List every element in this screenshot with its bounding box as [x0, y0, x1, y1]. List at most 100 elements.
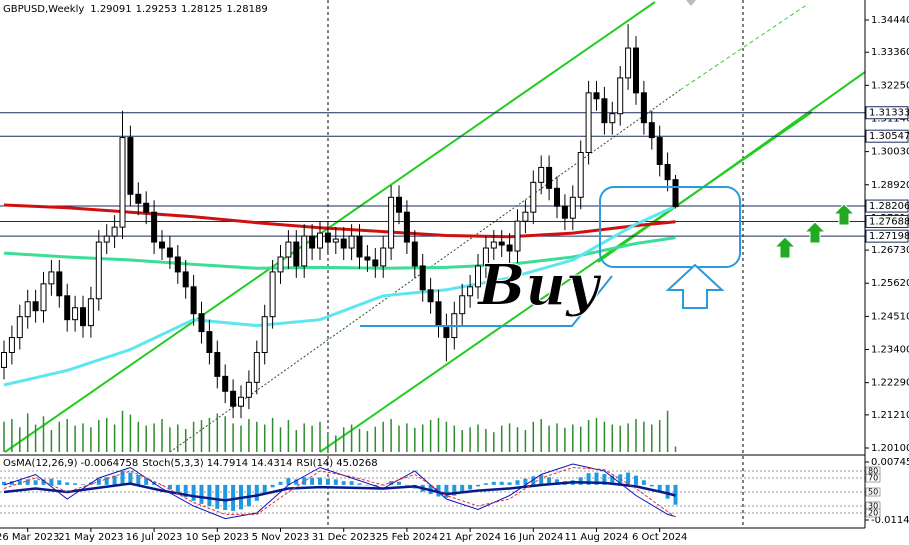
osma-bar	[586, 473, 591, 485]
candle-body	[506, 244, 513, 252]
up-arrow	[803, 221, 827, 244]
candle-body	[577, 152, 584, 198]
level-label: 1.27688	[869, 217, 909, 228]
y-tick-label: 1.22290	[871, 378, 909, 389]
osma-bar	[120, 471, 125, 485]
overlay: Buy	[360, 0, 856, 327]
candle-body	[593, 92, 600, 100]
osma-bar	[25, 479, 30, 485]
osma-bar	[17, 480, 22, 485]
candle-body	[498, 241, 505, 246]
candle-body	[490, 241, 497, 249]
candle-body	[64, 295, 71, 321]
candle-body	[435, 301, 442, 327]
candle-body	[135, 193, 142, 204]
buy-underline	[360, 275, 613, 327]
stoch-name: Stoch(5,3,3)	[142, 458, 204, 469]
osma-bar	[65, 482, 70, 485]
stoch-k-line	[3, 463, 676, 520]
candle-body	[546, 166, 553, 189]
osma-bar	[539, 475, 544, 485]
stoch-d-line	[3, 466, 676, 518]
candle-body	[238, 396, 244, 407]
candle-body	[340, 238, 347, 249]
osma-name: OsMA(12,26,9)	[3, 458, 78, 469]
osma-bar	[199, 484, 204, 504]
osma-bar	[444, 484, 449, 498]
osma-bar	[436, 484, 441, 497]
oscillator-tick-box	[865, 487, 881, 497]
candle-body	[301, 235, 308, 267]
low-value: 1.28125	[181, 4, 222, 15]
candle-body	[293, 241, 300, 267]
osma-bar	[452, 484, 457, 496]
candle-body	[95, 241, 102, 300]
y-tick-label: 1.33360	[871, 47, 909, 58]
osma-bar	[33, 480, 38, 485]
candle-body	[119, 137, 126, 228]
x-tick-label: 16 Jun 2024	[503, 532, 563, 543]
drawings	[3, 1, 866, 453]
osma-bar	[128, 472, 133, 485]
candle-body	[309, 235, 316, 249]
osma-bar	[491, 481, 496, 485]
x-tick-label: 16 Jul 2023	[126, 532, 183, 543]
candle-body	[151, 211, 158, 243]
osma-bar	[641, 480, 646, 485]
x-tick-label: 25 Feb 2024	[376, 532, 438, 543]
osma-bar	[389, 481, 394, 485]
level-label-box	[865, 215, 909, 229]
y-tick-label: 1.30030	[871, 147, 909, 158]
osma-bar	[41, 479, 46, 485]
y-tick-label: 1.25620	[871, 278, 909, 289]
candle-body	[664, 163, 671, 181]
candle-body	[356, 235, 363, 258]
osma-bar	[144, 478, 149, 485]
x-tick-label: 26 Mar 2023	[0, 532, 59, 543]
buy-annotation: Buy	[476, 253, 602, 319]
y-tick-label: 1.28920	[871, 180, 909, 191]
open-value: 1.29091	[90, 4, 131, 15]
candle-body	[214, 351, 221, 377]
candle-body	[364, 256, 371, 261]
osma-bar	[136, 475, 141, 485]
candle-body	[190, 286, 197, 315]
level-label-box	[865, 229, 909, 243]
osma-bar	[349, 481, 354, 485]
osma-bar	[468, 484, 473, 490]
candle-body	[143, 202, 150, 213]
osma-bar	[183, 484, 188, 498]
osma-bar	[223, 484, 228, 511]
candle-body	[633, 47, 639, 94]
osma-bar	[294, 479, 299, 485]
y-tick-label: 1.21210	[871, 410, 909, 421]
osma-bar	[357, 483, 362, 485]
x-tick-label: 6 Oct 2024	[632, 532, 687, 543]
osma-bar	[270, 484, 275, 488]
level-label: 1.27198	[869, 231, 909, 242]
osma-bar	[333, 479, 338, 485]
candle-body	[482, 247, 489, 267]
candle-body	[222, 375, 229, 392]
candle-body	[411, 241, 418, 267]
osma-bar	[602, 474, 607, 485]
osma-bar	[49, 478, 54, 485]
stoch-k-value: 14.7914	[207, 458, 248, 469]
osma-bar	[231, 484, 236, 511]
oscillator-tick-label: 20	[868, 509, 878, 518]
close-value: 1.28189	[226, 4, 267, 15]
candle-body	[230, 390, 237, 407]
osma-bar	[499, 481, 504, 485]
scroll-marker	[686, 0, 696, 6]
candle-body	[514, 220, 521, 252]
osma-bar	[278, 481, 283, 485]
candle-body	[427, 289, 434, 303]
x-tick-label: 11 Aug 2024	[564, 532, 628, 543]
candle-body	[269, 271, 276, 318]
candle-body	[80, 307, 86, 327]
candle-body	[285, 241, 292, 258]
osma-bar	[460, 484, 465, 493]
candle-body	[656, 137, 663, 165]
high-value: 1.29253	[136, 4, 177, 15]
candle-body	[198, 313, 205, 333]
